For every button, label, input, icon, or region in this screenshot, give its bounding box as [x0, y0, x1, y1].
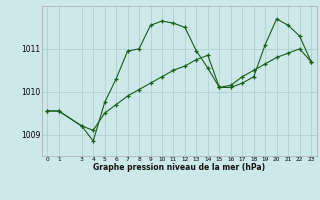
X-axis label: Graphe pression niveau de la mer (hPa): Graphe pression niveau de la mer (hPa) — [93, 163, 265, 172]
